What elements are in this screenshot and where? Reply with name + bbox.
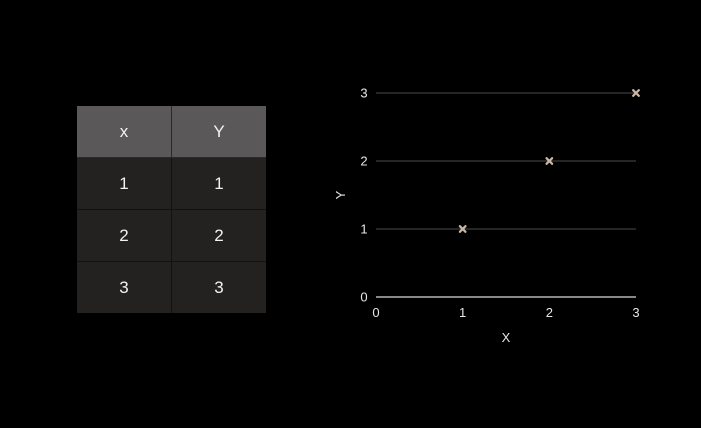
data-table: x Y 1 1 2 2 3 3 (77, 106, 266, 313)
y-tick-label: 0 (360, 290, 367, 305)
data-point (545, 157, 554, 165)
data-point (458, 225, 467, 233)
x-tick-label: 0 (372, 305, 379, 320)
table-row: 3 3 (77, 261, 266, 313)
data-point (632, 89, 640, 97)
table-header-row: x Y (77, 106, 266, 158)
y-tick-labels: 0 1 2 3 (360, 86, 367, 305)
y-tick-label: 3 (360, 86, 367, 101)
column-header-x: x (77, 106, 172, 158)
table-cell: 3 (77, 261, 172, 313)
table-cell: 3 (171, 261, 266, 313)
x-tick-label: 3 (632, 305, 639, 320)
y-tick-label: 1 (360, 222, 367, 237)
table-cell: 1 (171, 157, 266, 210)
grid-lines (376, 92, 636, 230)
column-header-y: Y (171, 106, 266, 158)
x-axis-label: X (502, 330, 511, 345)
data-points (458, 89, 640, 233)
table-row: 1 1 (77, 157, 266, 210)
x-tick-label: 1 (459, 305, 466, 320)
x-tick-labels: 0 1 2 3 (372, 305, 639, 320)
y-axis-label: Y (333, 190, 348, 199)
table-cell: 2 (77, 209, 172, 262)
y-tick-label: 2 (360, 154, 367, 169)
x-tick-label: 2 (546, 305, 553, 320)
table-cell: 1 (77, 157, 172, 210)
table-cell: 2 (171, 209, 266, 262)
table-row: 2 2 (77, 209, 266, 262)
